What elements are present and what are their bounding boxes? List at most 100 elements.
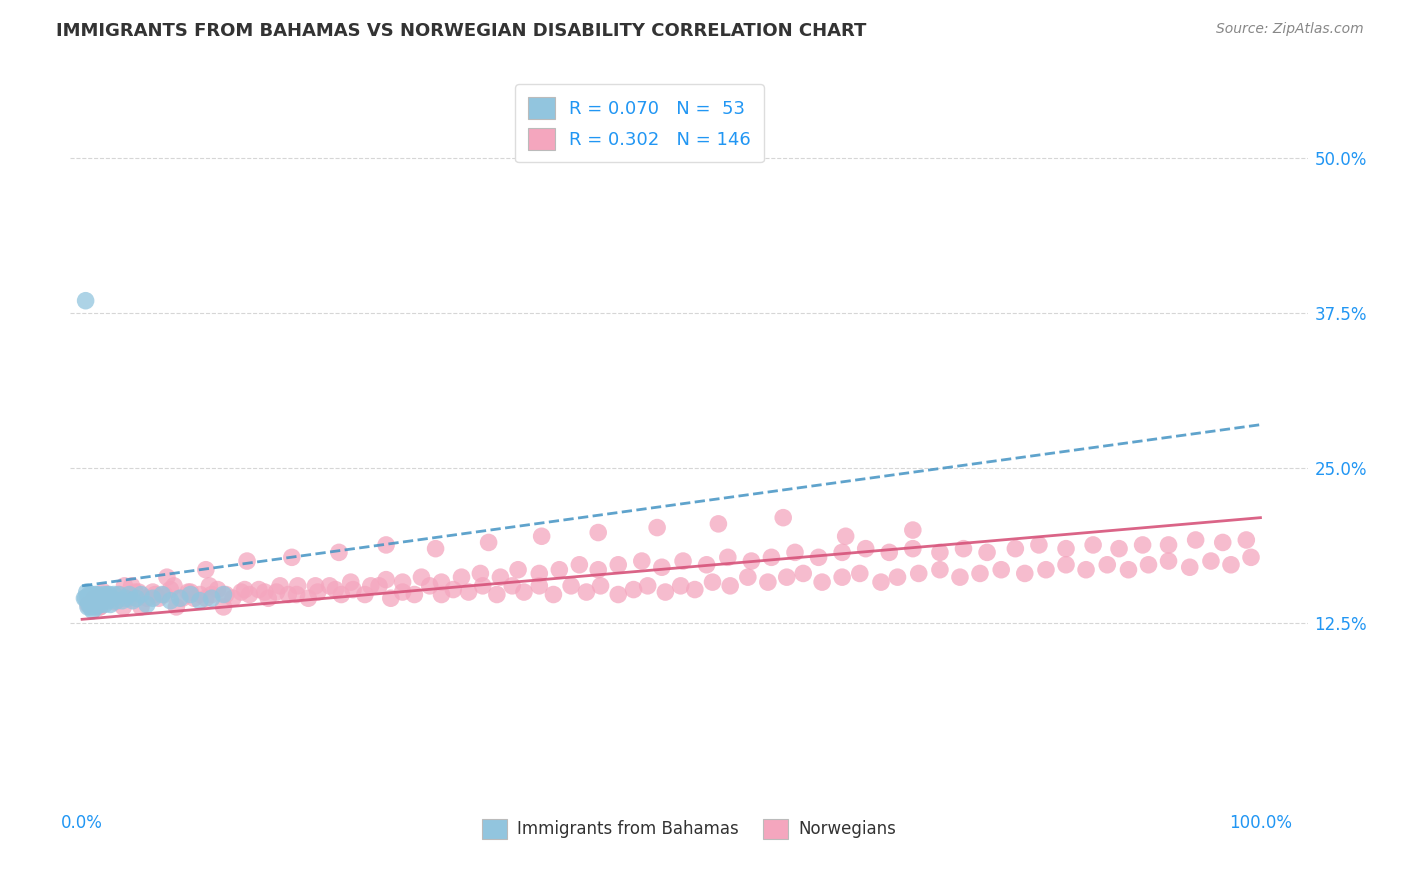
Point: [112, 599, 135, 614]
Point: [89, 599, 111, 614]
Text: IMMIGRANTS FROM BAHAMAS VS NORWEGIAN DISABILITY CORRELATION CHART: IMMIGRANTS FROM BAHAMAS VS NORWEGIAN DIS…: [56, 22, 866, 40]
Point: [82, 604, 104, 618]
Point: [281, 550, 304, 565]
Point: [277, 588, 299, 602]
Point: [96, 588, 118, 602]
Point: [238, 588, 260, 602]
Point: [75, 591, 97, 606]
Point: [1004, 541, 1026, 556]
Point: [929, 563, 952, 577]
Point: [83, 591, 105, 606]
Point: [586, 525, 609, 540]
Point: [651, 560, 673, 574]
Point: [949, 570, 972, 584]
Point: [1028, 538, 1050, 552]
Point: [354, 588, 377, 602]
Point: [702, 575, 724, 590]
Point: [1097, 558, 1119, 572]
Point: [450, 570, 472, 584]
Point: [1240, 550, 1263, 565]
Point: [169, 591, 191, 606]
Point: [198, 579, 221, 593]
Point: [97, 593, 120, 607]
Point: [513, 585, 536, 599]
Point: [80, 598, 103, 612]
Point: [118, 588, 141, 602]
Point: [342, 582, 364, 597]
Point: [247, 582, 270, 597]
Point: [83, 599, 105, 614]
Point: [257, 591, 280, 606]
Point: [607, 558, 630, 572]
Point: [231, 585, 253, 599]
Point: [855, 541, 877, 556]
Point: [831, 545, 853, 559]
Point: [91, 588, 114, 602]
Point: [1212, 535, 1234, 549]
Point: [877, 545, 900, 559]
Point: [470, 566, 492, 581]
Point: [215, 588, 238, 602]
Point: [108, 588, 131, 602]
Point: [104, 595, 127, 609]
Point: [1178, 560, 1201, 574]
Point: [501, 579, 523, 593]
Point: [129, 599, 152, 614]
Point: [150, 588, 173, 602]
Text: Source: ZipAtlas.com: Source: ZipAtlas.com: [1216, 22, 1364, 37]
Point: [201, 591, 224, 606]
Point: [471, 579, 494, 593]
Point: [740, 554, 762, 568]
Point: [148, 591, 170, 606]
Point: [457, 585, 479, 599]
Point: [391, 585, 413, 599]
Point: [285, 588, 308, 602]
Point: [792, 566, 814, 581]
Point: [91, 593, 114, 607]
Point: [77, 591, 100, 606]
Point: [589, 579, 612, 593]
Point: [304, 579, 326, 593]
Point: [1014, 566, 1036, 581]
Point: [194, 591, 217, 606]
Point: [368, 579, 391, 593]
Point: [318, 579, 340, 593]
Point: [380, 591, 402, 606]
Point: [135, 598, 157, 612]
Point: [575, 585, 598, 599]
Point: [1081, 538, 1104, 552]
Point: [1074, 563, 1097, 577]
Point: [1220, 558, 1243, 572]
Point: [84, 599, 107, 614]
Point: [163, 579, 186, 593]
Point: [1184, 533, 1206, 547]
Point: [179, 585, 201, 599]
Point: [97, 591, 120, 606]
Point: [1234, 533, 1257, 547]
Point: [80, 588, 103, 602]
Point: [645, 520, 668, 534]
Point: [135, 591, 157, 606]
Point: [929, 545, 952, 559]
Point: [266, 585, 288, 599]
Point: [253, 585, 276, 599]
Point: [529, 566, 551, 581]
Point: [1108, 541, 1130, 556]
Point: [73, 591, 96, 606]
Point: [183, 591, 205, 606]
Point: [91, 585, 114, 599]
Legend: Immigrants from Bahamas, Norwegians: Immigrants from Bahamas, Norwegians: [475, 812, 903, 846]
Point: [1132, 538, 1154, 552]
Point: [114, 579, 136, 593]
Point: [98, 588, 121, 602]
Point: [849, 566, 872, 581]
Point: [77, 599, 100, 614]
Point: [172, 591, 194, 606]
Point: [568, 558, 591, 572]
Point: [683, 582, 706, 597]
Point: [404, 588, 426, 602]
Point: [969, 566, 991, 581]
Point: [153, 588, 176, 602]
Point: [1035, 563, 1057, 577]
Point: [1157, 554, 1180, 568]
